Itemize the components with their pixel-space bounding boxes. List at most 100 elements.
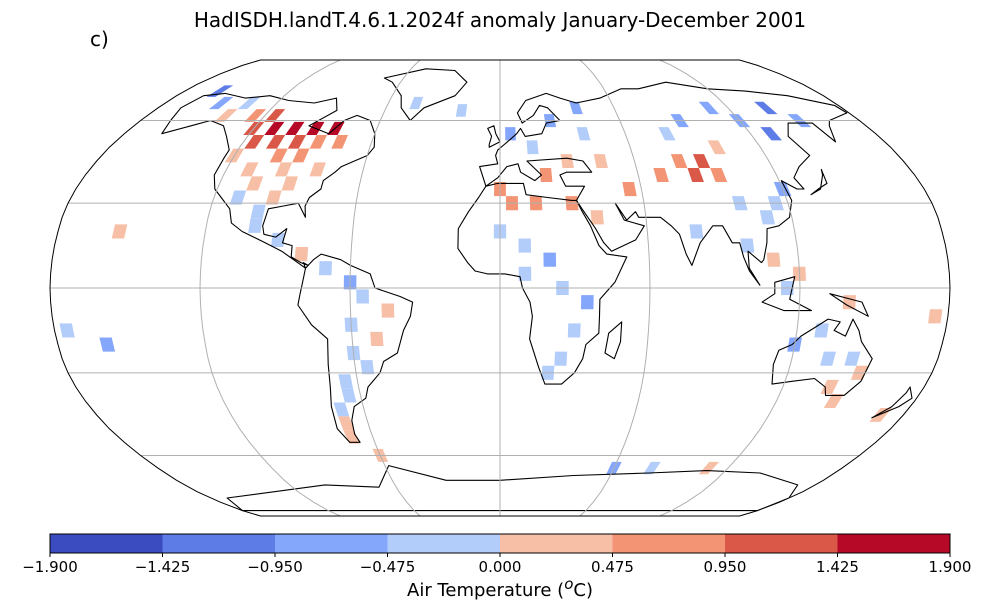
anomaly-cell — [264, 109, 286, 122]
anomaly-cell — [370, 331, 384, 346]
anomaly-cell — [265, 135, 286, 149]
panel-label: c) — [90, 27, 109, 51]
anomaly-cell — [526, 140, 539, 155]
anomaly-cell — [338, 374, 354, 389]
anomaly-cell — [643, 461, 661, 475]
anomaly-cell — [244, 135, 265, 149]
anomaly-cell — [698, 101, 720, 115]
anomaly-cell — [318, 261, 332, 276]
anomaly-cell — [264, 121, 285, 136]
colorbar-segment — [162, 534, 276, 553]
colorbar-tick-label: 1.425 — [816, 558, 859, 576]
anomaly-cell — [710, 167, 728, 183]
anomaly-cell — [844, 351, 861, 366]
anomaly-cell — [240, 162, 259, 177]
anomaly-cell — [820, 351, 837, 366]
colorbar-tick-label: 0.000 — [478, 558, 522, 576]
colorbar-tick-label: 0.475 — [591, 558, 634, 576]
anomaly-cell — [928, 309, 943, 324]
anomaly-cell — [338, 416, 355, 431]
anomaly-cell — [214, 109, 238, 122]
anomaly-cell — [360, 360, 375, 375]
coastline — [761, 276, 813, 312]
anomaly-cell — [842, 295, 857, 310]
anomaly-cell — [814, 323, 829, 338]
colorbar-segment — [50, 534, 163, 553]
anomaly-cell — [707, 140, 727, 155]
anomaly-cell — [333, 402, 350, 417]
anomaly-cell — [208, 96, 234, 110]
coastline — [487, 125, 501, 148]
anomaly-cell — [539, 167, 553, 183]
anomaly-cell — [455, 104, 468, 117]
anomaly-cell — [543, 252, 557, 267]
anomaly-cell — [287, 135, 307, 149]
anomaly-cell — [274, 162, 293, 177]
anomaly-cell — [281, 176, 298, 191]
anomaly-cell — [760, 127, 783, 141]
coastline — [297, 253, 414, 443]
colorbar-tick-label: −0.475 — [359, 558, 416, 576]
anomaly-cell — [759, 210, 775, 225]
anomaly-cell — [576, 127, 591, 141]
colorbar-tick-label: 0.950 — [703, 558, 747, 576]
colorbar-label: Air Temperature (oC) — [407, 575, 593, 601]
anomaly-cell — [567, 323, 581, 338]
anomaly-cell — [653, 167, 669, 183]
map-title: HadISDH.landT.4.6.1.2024f anomaly Januar… — [193, 8, 807, 32]
anomaly-cell — [59, 323, 75, 338]
anomaly-cell — [518, 266, 532, 281]
anomaly-cell — [381, 303, 395, 318]
anomaly-cell — [518, 238, 532, 253]
coastline — [829, 293, 869, 317]
coastline — [810, 168, 828, 196]
anomaly-cell — [692, 154, 711, 168]
anomaly-cell — [622, 182, 637, 197]
anomaly-cell — [581, 295, 594, 310]
coastline — [771, 318, 873, 396]
anomaly-cell — [229, 190, 247, 205]
coastline — [161, 92, 376, 269]
anomaly-cell — [560, 154, 574, 168]
coastlines — [161, 68, 913, 512]
colorbar-tick-label: −0.950 — [247, 558, 303, 576]
colorbar-segment — [500, 534, 613, 553]
anomaly-cell — [754, 101, 778, 115]
anomaly-cell — [687, 167, 704, 183]
anomaly-cell — [356, 289, 369, 304]
anomaly-cell — [341, 388, 357, 403]
coastline — [383, 68, 468, 122]
colorbar-segment — [275, 534, 388, 553]
anomaly-cell — [309, 135, 328, 149]
anomaly-cell — [294, 247, 309, 262]
anomaly-cell — [111, 224, 128, 239]
colorbar-segment — [387, 534, 501, 553]
colorbar-segment — [837, 534, 951, 553]
anomaly-cell — [246, 176, 264, 191]
coastline — [604, 321, 623, 360]
anomaly-cell — [99, 337, 116, 352]
graticule — [50, 60, 950, 516]
colorbar-segment — [725, 534, 838, 553]
coastline — [871, 386, 913, 419]
anomaly-cell — [823, 393, 844, 409]
anomaly-cell — [689, 224, 704, 239]
anomaly-cell — [569, 101, 583, 115]
anomaly-cell — [658, 127, 676, 141]
colorbar-segment — [612, 534, 726, 553]
anomaly-cell — [206, 85, 234, 97]
anomaly-cell — [343, 430, 360, 444]
colorbar-tick-label: −1.900 — [22, 558, 78, 576]
anomaly-cell — [248, 218, 263, 233]
anomaly-cell — [590, 210, 604, 225]
anomaly-cell — [244, 109, 267, 122]
map-boundary — [49, 59, 951, 517]
anomaly-cell — [766, 252, 781, 267]
colorbar-tick-label: 1.900 — [928, 558, 972, 576]
anomaly-cell — [593, 154, 608, 168]
anomaly-cell — [670, 154, 688, 168]
anomaly-cell — [409, 96, 424, 110]
coastline — [457, 182, 628, 385]
